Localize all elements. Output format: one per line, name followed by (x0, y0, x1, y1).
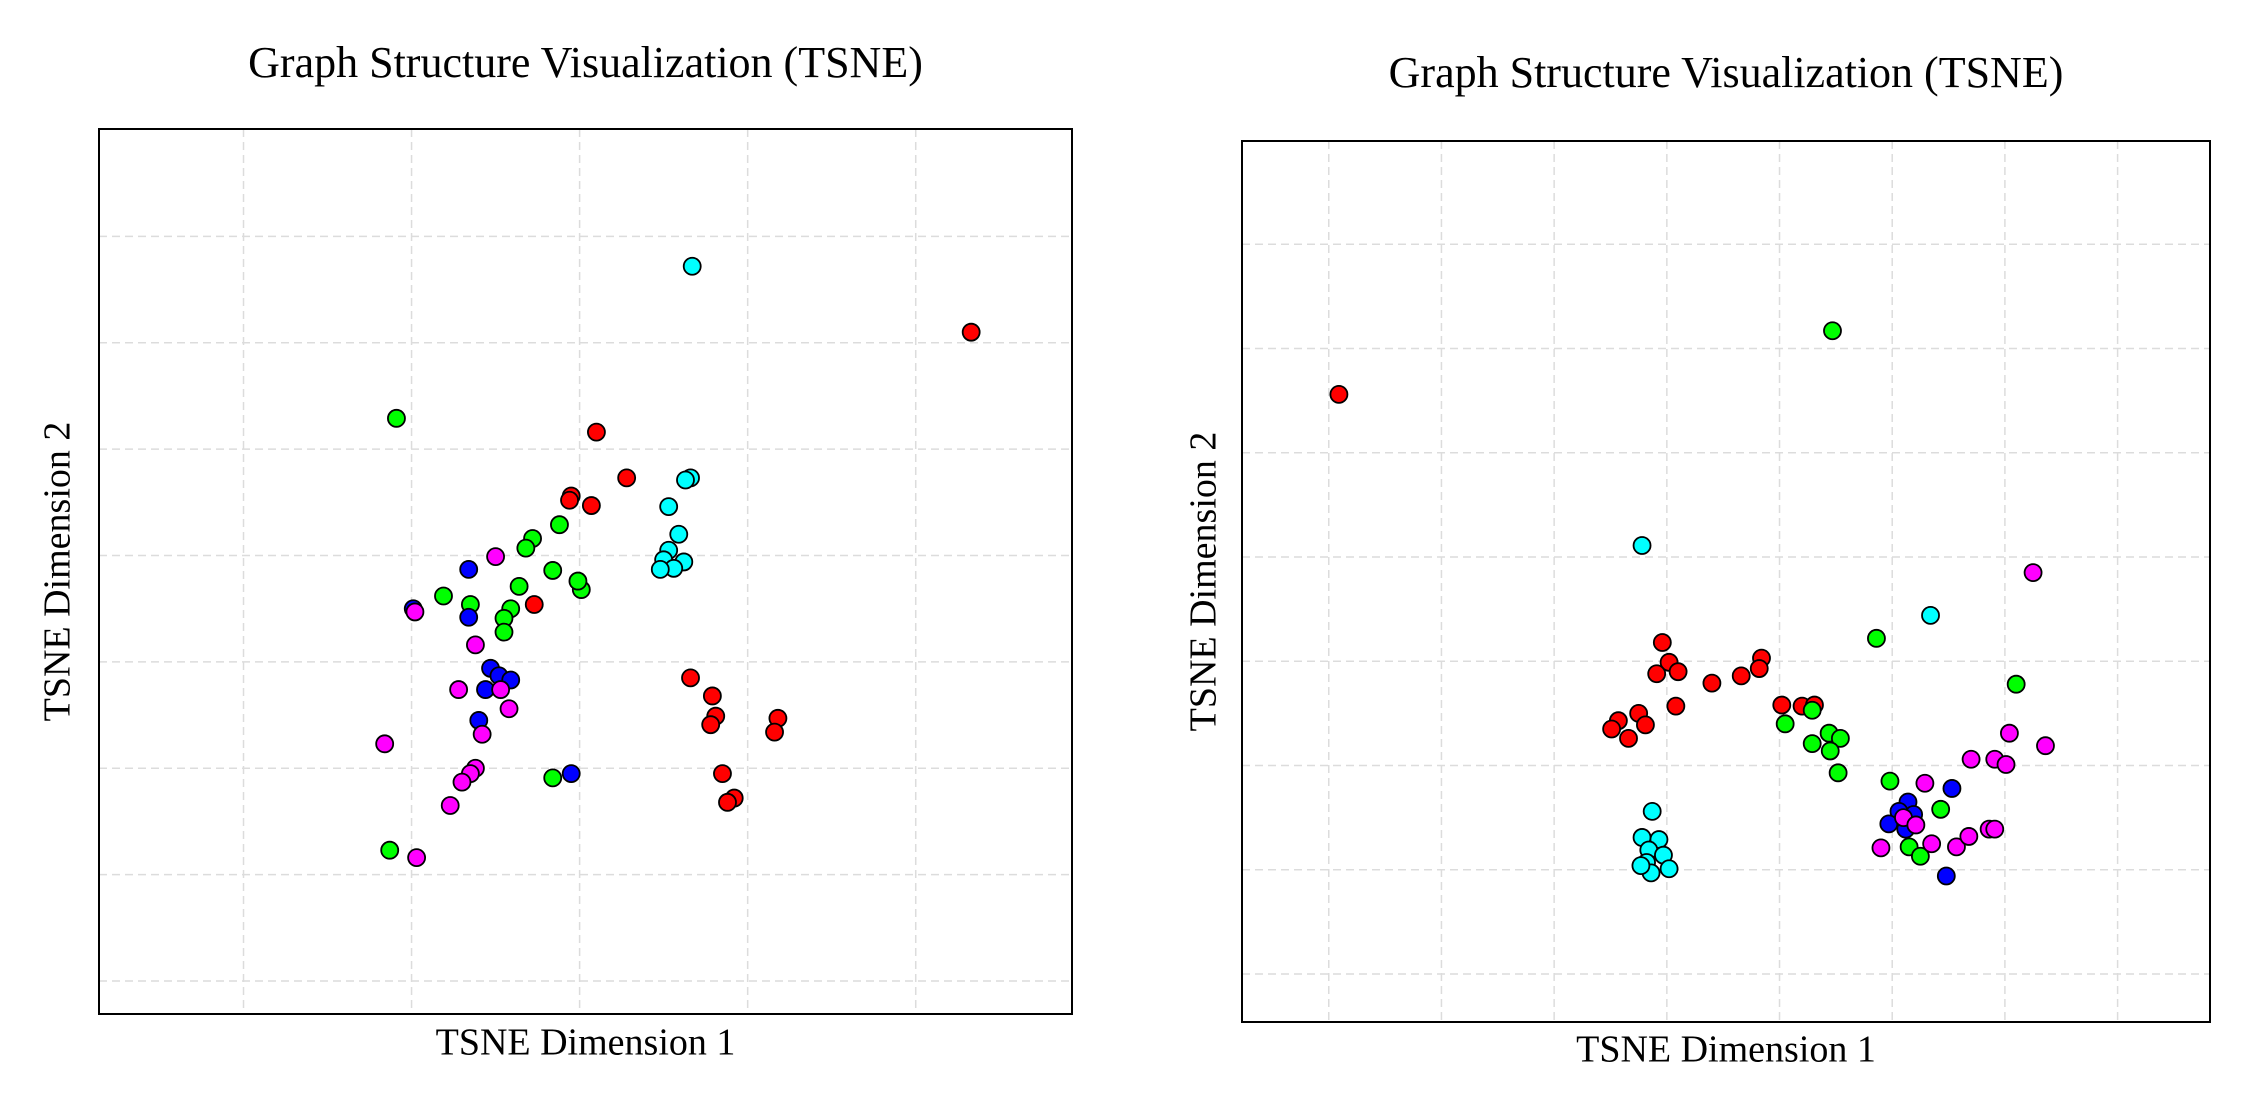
point (516, 538, 536, 558)
point (669, 524, 689, 544)
point (1329, 384, 1349, 404)
point (1910, 846, 1930, 866)
point (1947, 837, 1966, 857)
point (1961, 749, 1981, 769)
point (676, 470, 695, 490)
point (1749, 659, 1769, 678)
point (1602, 719, 1622, 739)
point (550, 515, 569, 535)
point (1915, 773, 1935, 793)
point (682, 256, 702, 276)
point (1668, 662, 1688, 682)
chart: Graph Structure Visualization (TSNE) TSNE… (37, 38, 1073, 1064)
point (494, 622, 514, 642)
point (486, 547, 505, 567)
point (491, 680, 511, 699)
point (1659, 859, 1679, 879)
point (509, 576, 529, 596)
y-axis-label: TSNE Dimension 2 (1183, 432, 1225, 732)
point (1985, 819, 2005, 839)
point (1942, 779, 1962, 798)
point (375, 734, 395, 754)
chart: Graph Structure Visualization (TSNE) TSNE… (1183, 48, 2211, 1071)
point (1931, 799, 1951, 819)
chart-title: Graph Structure Visualization (TSNE) (248, 38, 923, 87)
point (1959, 827, 1979, 846)
point (617, 468, 637, 488)
point (1830, 729, 1850, 748)
point (387, 408, 406, 428)
point (524, 595, 544, 614)
point (405, 602, 425, 622)
point (1619, 729, 1638, 748)
point (440, 796, 460, 815)
point (1631, 856, 1651, 876)
point (543, 561, 563, 580)
point (459, 559, 479, 579)
plot-frame (1241, 140, 2211, 1023)
point (1775, 714, 1795, 734)
point (560, 490, 579, 510)
point (1636, 715, 1655, 735)
point (1867, 628, 1886, 648)
point (2000, 723, 2019, 743)
point (659, 497, 679, 517)
point (681, 668, 700, 688)
point (1647, 664, 1667, 684)
point (1820, 741, 1840, 761)
point (1702, 673, 1722, 693)
point (1666, 696, 1686, 716)
point (581, 496, 601, 515)
point (1652, 633, 1672, 652)
point (466, 635, 485, 655)
point (1802, 700, 1822, 720)
point (449, 680, 469, 699)
point (587, 422, 606, 442)
point (1731, 666, 1751, 686)
point (561, 764, 581, 784)
point (380, 840, 400, 860)
chart-title: Graph Structure Visualization (TSNE) (1389, 48, 2064, 97)
point (718, 792, 737, 812)
point (713, 764, 732, 784)
point (701, 715, 721, 735)
point (1880, 771, 1900, 791)
point (499, 699, 519, 719)
point (1906, 815, 1926, 835)
point (650, 559, 670, 579)
point (1996, 755, 2016, 774)
plot-frame (98, 128, 1073, 1015)
point (1632, 536, 1652, 555)
point (568, 571, 588, 591)
point (1823, 321, 1842, 341)
point (765, 722, 784, 742)
point (459, 607, 479, 627)
point (1772, 695, 1792, 715)
point (1802, 734, 1822, 754)
y-axis-label: TSNE Dimension 2 (37, 422, 79, 722)
point (1828, 763, 1848, 783)
point (1871, 838, 1891, 858)
point (702, 686, 722, 706)
point (2036, 736, 2055, 756)
point (1921, 605, 1940, 625)
point (2023, 563, 2043, 583)
point (1936, 866, 1956, 886)
x-axis-label: TSNE Dimension 1 (436, 1022, 736, 1064)
point (2006, 674, 2026, 694)
point (961, 322, 981, 342)
point (452, 772, 472, 792)
point (407, 848, 427, 868)
point (472, 724, 492, 744)
point (434, 586, 453, 606)
x-axis-label: TSNE Dimension 1 (1576, 1029, 1876, 1071)
point (543, 768, 563, 788)
point (1642, 801, 1662, 821)
point (1922, 834, 1942, 854)
